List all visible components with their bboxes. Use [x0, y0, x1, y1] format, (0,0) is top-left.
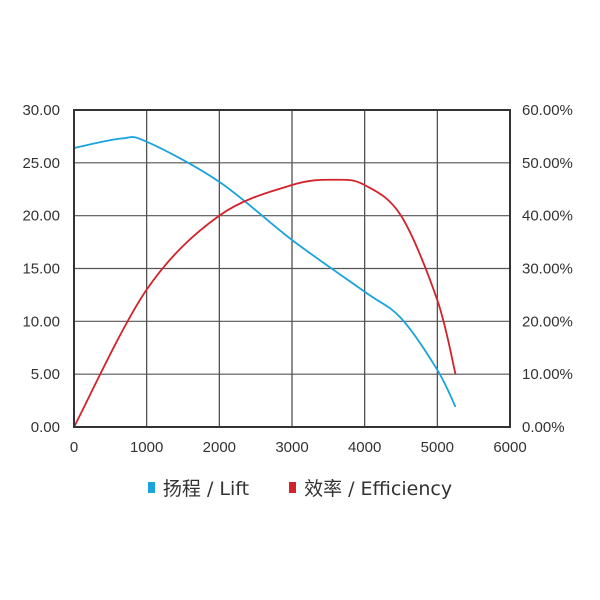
y2-tick-label: 40.00%: [522, 208, 573, 225]
x-tick-label: 6000: [493, 439, 526, 456]
y2-tick-label: 30.00%: [522, 261, 573, 278]
grid: [73, 109, 511, 428]
y-tick-label: 10.00: [22, 313, 60, 330]
x-tick-label: 3000: [275, 439, 308, 456]
y-tick-label: 0.00: [31, 419, 60, 436]
x-axis-labels: 0 1000 2000 3000 4000 5000 6000: [70, 439, 527, 456]
series-lines: [73, 136, 457, 428]
lift-swatch-icon: [147, 482, 155, 493]
y2-tick-label: 60.00%: [522, 102, 573, 119]
efficiency-swatch-icon: [289, 482, 297, 493]
legend-item-efficiency: 效率 / Efficiency: [289, 474, 452, 501]
legend-label-lift: 扬程 / Lift: [162, 478, 250, 500]
y-axis-right-labels: 0.00% 10.00% 20.00% 30.00% 40.00% 50.00% 60.00…: [522, 102, 573, 436]
y-tick-label: 5.00: [31, 366, 60, 383]
y2-tick-label: 0.00%: [522, 419, 565, 436]
x-tick-label: 2000: [203, 439, 236, 456]
y-tick-label: 25.00: [22, 155, 60, 172]
lift-curve: [73, 136, 457, 408]
legend: 扬程 / Lift 效率 / Efficiency: [0, 474, 600, 501]
legend-item-lift: 扬程 / Lift: [147, 474, 250, 501]
y-tick-label: 30.00: [22, 102, 60, 119]
y2-tick-label: 10.00%: [522, 366, 573, 383]
x-tick-label: 0: [70, 439, 78, 456]
y2-tick-label: 50.00%: [522, 155, 573, 172]
x-tick-label: 5000: [421, 439, 454, 456]
efficiency-curve: [73, 178, 457, 428]
legend-label-efficiency: 效率 / Efficiency: [304, 478, 453, 500]
x-tick-label: 4000: [348, 439, 381, 456]
y-tick-label: 20.00: [22, 208, 60, 225]
plot-frame: [73, 109, 511, 428]
x-tick-label: 1000: [130, 439, 163, 456]
y2-tick-label: 20.00%: [522, 313, 573, 330]
y-tick-label: 15.00: [22, 261, 60, 278]
y-axis-left-labels: 0.00 5.00 10.00 15.00 20.00 25.00 30.00: [22, 102, 60, 436]
